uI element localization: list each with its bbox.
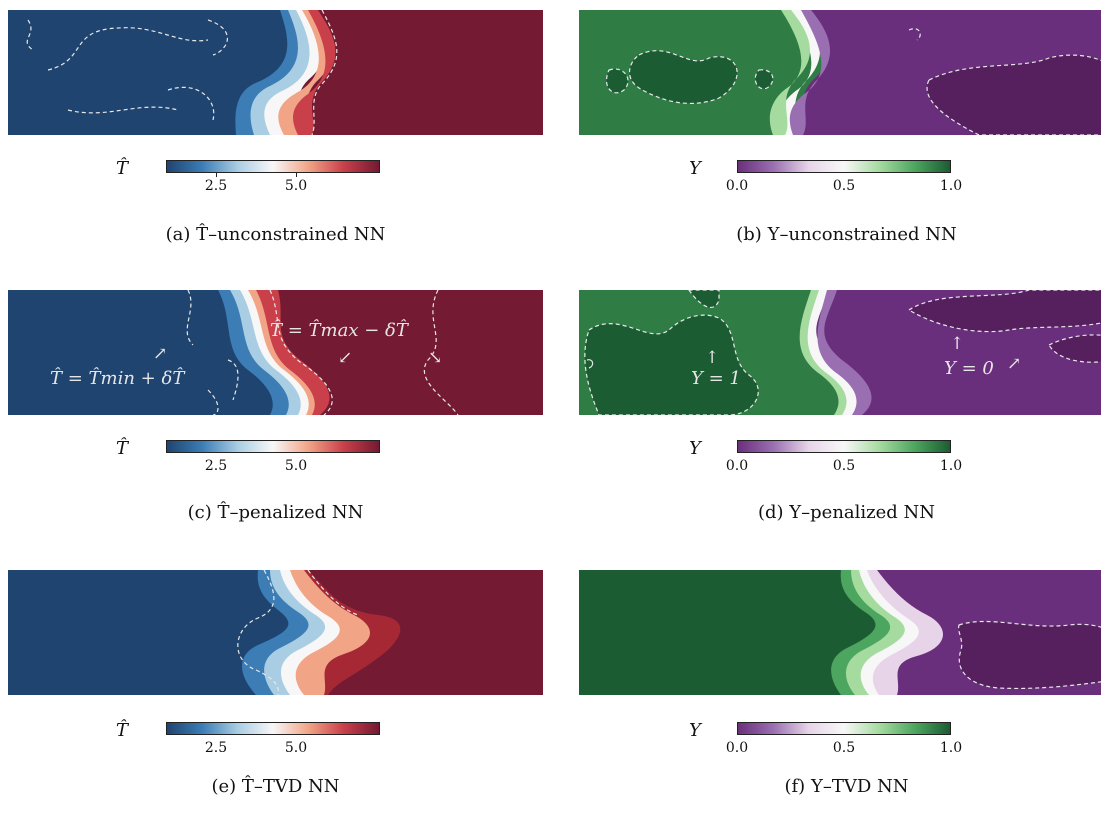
arrow-icon: ↙: [338, 348, 353, 368]
panel-a: T̂ 2.5 5.0 (a) T̂–unconstrained NN: [8, 10, 543, 272]
temperature-field-plot: [8, 10, 543, 135]
panel-caption: (d) Y–penalized NN: [579, 502, 1101, 523]
annotation-y-zero: Y = 0: [944, 358, 994, 379]
colorbar-symbol: T̂: [116, 720, 129, 741]
colorbar-symbol: Y: [689, 720, 701, 741]
mass-fraction-colorbar: [737, 440, 951, 453]
tick-mark: [296, 173, 297, 177]
panel-d: Y = 1 ↑ Y = 0 ↑ ↗ Y 0.0 0.5 1.0 (d) Y–pe…: [579, 290, 1101, 552]
colorbar-tick-label: 1.0: [939, 740, 963, 756]
annotation-y-one: Y = 1: [691, 368, 741, 389]
panel-label: (d): [757, 502, 784, 523]
arrow-icon: ↑: [705, 348, 720, 368]
panel-caption: (c) T̂–penalized NN: [8, 502, 543, 523]
colorbar-tick-label: 0.5: [832, 178, 856, 194]
panel-caption-text: Y–unconstrained NN: [767, 224, 957, 245]
panel-caption: (f) Y–TVD NN: [579, 776, 1101, 797]
arrow-icon: ↗: [1007, 354, 1022, 374]
temperature-colorbar: [166, 440, 380, 453]
arrow-icon: ↗: [153, 344, 168, 364]
panel-caption-text: T̂–penalized NN: [217, 502, 364, 523]
panel-caption: (a) T̂–unconstrained NN: [8, 224, 543, 245]
colorbar-tick-label: 2.5: [204, 740, 228, 756]
mass-fraction-field-plot: [579, 10, 1101, 135]
panel-label: (c): [187, 502, 212, 523]
colorbar-tick-label: 5.0: [284, 178, 308, 194]
annotation-t-max: T̂ = T̂max − δT̂: [270, 320, 408, 341]
colorbar-tick-label: 2.5: [204, 458, 228, 474]
temperature-colorbar: [166, 160, 380, 173]
panel-label: (f): [784, 776, 806, 797]
colorbar-symbol: T̂: [116, 158, 129, 179]
panel-caption-text: T̂–unconstrained NN: [196, 224, 386, 245]
colorbar-symbol: T̂: [116, 438, 129, 459]
colorbar-tick-label: 0.5: [832, 458, 856, 474]
mass-fraction-field-plot: [579, 570, 1101, 695]
colorbar-tick-label: 0.5: [832, 740, 856, 756]
panel-caption: (e) T̂–TVD NN: [8, 776, 543, 797]
mass-fraction-colorbar: [737, 160, 951, 173]
colorbar-tick-label: 1.0: [939, 458, 963, 474]
panel-caption-text: T̂–TVD NN: [241, 776, 340, 797]
colorbar-tick-label: 2.5: [204, 178, 228, 194]
colorbar-tick-label: 0.0: [725, 458, 749, 474]
panel-f: Y 0.0 0.5 1.0 (f) Y–TVD NN: [579, 570, 1101, 832]
colorbar-tick-label: 5.0: [284, 740, 308, 756]
panel-c: T̂ = T̂min + δT̂ ↗ T̂ = T̂max − δT̂ ↙ ↘ …: [8, 290, 543, 552]
panel-e: T̂ 2.5 5.0 (e) T̂–TVD NN: [8, 570, 543, 832]
panel-label: (b): [736, 224, 762, 245]
mass-fraction-field-plot: Y = 1 ↑ Y = 0 ↑ ↗: [579, 290, 1101, 415]
annotation-t-min: T̂ = T̂min + δT̂: [50, 368, 185, 389]
panel-b: Y 0.0 0.5 1.0 (b) Y–unconstrained NN: [579, 10, 1101, 272]
panel-label: (a): [165, 224, 191, 245]
colorbar-symbol: Y: [689, 438, 701, 459]
tick-mark: [216, 173, 217, 177]
arrow-icon: ↘: [428, 348, 443, 368]
panel-label: (e): [211, 776, 237, 797]
temperature-field-plot: T̂ = T̂min + δT̂ ↗ T̂ = T̂max − δT̂ ↙ ↘: [8, 290, 543, 415]
colorbar-symbol: Y: [689, 158, 701, 179]
temperature-field-plot: [8, 570, 543, 695]
mass-fraction-colorbar: [737, 722, 951, 735]
colorbar-tick-label: 1.0: [939, 178, 963, 194]
temperature-colorbar: [166, 722, 380, 735]
panel-caption-text: Y–TVD NN: [810, 776, 909, 797]
arrow-icon: ↑: [950, 334, 965, 354]
colorbar-tick-label: 0.0: [725, 740, 749, 756]
colorbar-tick-label: 5.0: [284, 458, 308, 474]
panel-caption-text: Y–penalized NN: [789, 502, 936, 523]
colorbar-tick-label: 0.0: [725, 178, 749, 194]
panel-caption: (b) Y–unconstrained NN: [579, 224, 1101, 245]
